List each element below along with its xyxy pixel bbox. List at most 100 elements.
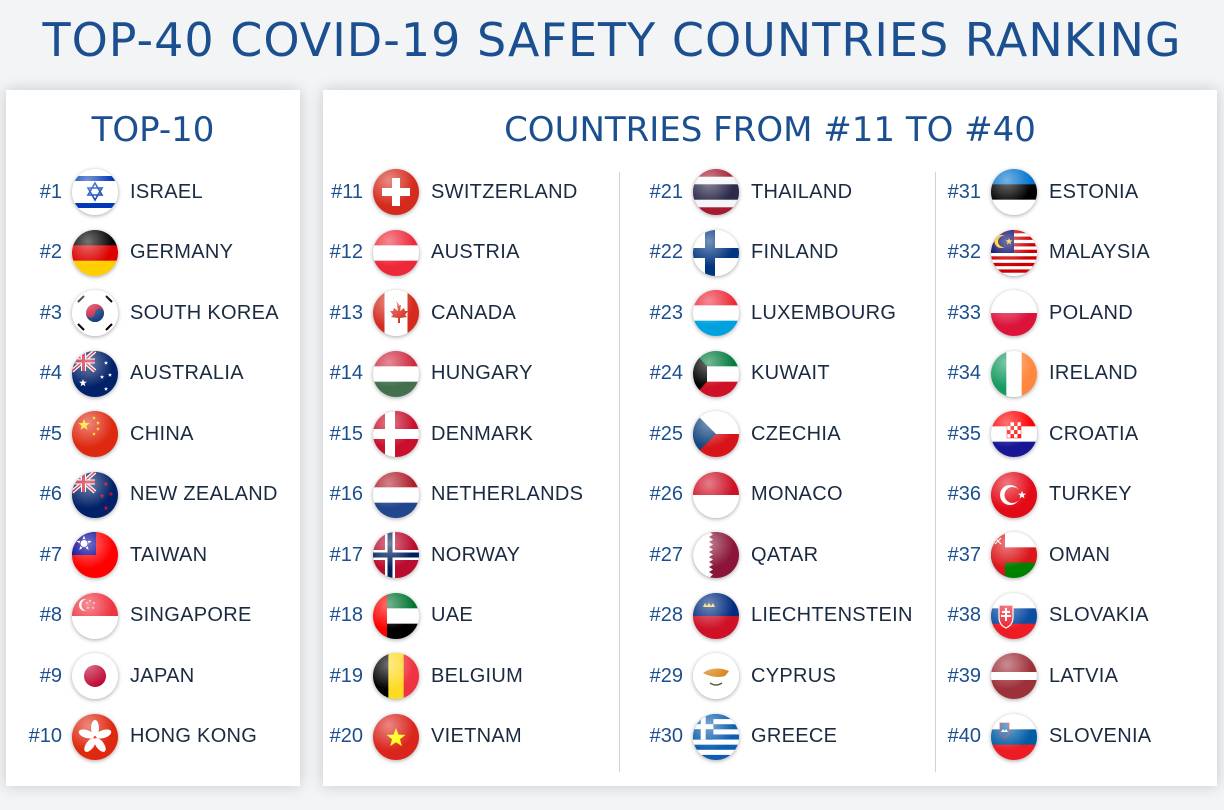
rank-label: #26 xyxy=(649,483,683,505)
column-divider xyxy=(935,172,936,772)
norway-flag-icon xyxy=(373,532,419,578)
rank-label: #25 xyxy=(649,422,683,445)
country-row: #11 SWITZERLAND xyxy=(329,168,578,216)
country-name: CZECHIA xyxy=(751,422,841,445)
greece-flag-icon xyxy=(693,713,739,760)
country-name: POLAND xyxy=(1049,301,1134,324)
rank-label: #30 xyxy=(649,725,683,747)
country-name: HUNGARY xyxy=(431,362,533,384)
country-row: #20 VIETNAM xyxy=(329,713,522,761)
rank-label: #38 xyxy=(947,604,981,626)
country-name: GREECE xyxy=(751,725,838,747)
turkey-flag-icon xyxy=(991,471,1037,518)
rank-label: #22 xyxy=(649,241,683,263)
monaco-flag-icon xyxy=(693,471,739,518)
country-name: CANADA xyxy=(431,301,517,324)
canada-flag-icon xyxy=(373,290,419,336)
country-row: #37 OMAN xyxy=(947,531,1110,579)
taiwan-flag-icon xyxy=(72,532,118,578)
malaysia-flag-icon xyxy=(991,229,1037,276)
latvia-flag-icon xyxy=(991,653,1037,699)
country-name: TAIWAN xyxy=(130,543,208,566)
country-row: #2 GERMANY xyxy=(28,229,233,277)
uae-flag-icon xyxy=(373,592,419,639)
kuwait-flag-icon xyxy=(693,350,739,397)
switzerland-flag-icon xyxy=(373,169,419,215)
country-row: #1 ISRAEL xyxy=(28,168,203,216)
poland-flag-icon xyxy=(991,290,1037,336)
rank-label: #18 xyxy=(329,604,363,626)
country-row: #25 CZECHIA xyxy=(649,410,841,458)
country-row: #31 ESTONIA xyxy=(947,168,1139,216)
rank-label: #7 xyxy=(39,543,62,566)
country-row: #27 QATAR xyxy=(649,531,818,579)
country-row: #40 SLOVENIA xyxy=(947,713,1151,761)
rank-label: #29 xyxy=(649,664,683,687)
country-row: #6 NEW ZEALAND xyxy=(28,471,278,519)
rank-label: #39 xyxy=(947,664,981,687)
czechia-flag-icon xyxy=(693,411,739,457)
country-name: CROATIA xyxy=(1049,422,1139,445)
country-row: #32 MALAYSIA xyxy=(947,229,1150,277)
country-name: VIETNAM xyxy=(431,725,522,747)
country-name: CHINA xyxy=(130,422,194,445)
country-name: LATVIA xyxy=(1049,664,1119,687)
rank-label: #24 xyxy=(649,362,683,384)
rank-label: #31 xyxy=(947,180,981,203)
finland-flag-icon xyxy=(693,229,739,276)
country-row: #10 HONG KONG xyxy=(28,713,257,761)
rank-label: #28 xyxy=(649,604,683,626)
country-row: #12 AUSTRIA xyxy=(329,229,520,277)
ireland-flag-icon xyxy=(991,350,1037,397)
thailand-flag-icon xyxy=(693,169,739,215)
rank-label: #4 xyxy=(39,362,62,384)
country-row: #33 POLAND xyxy=(947,289,1133,337)
country-name: IRELAND xyxy=(1049,362,1138,384)
top10-panel: TOP-10 #1 ISRAEL #2 GERMANY #3 SOUTH KOREA #4 A… xyxy=(6,90,300,786)
rank-label: #15 xyxy=(329,422,363,445)
country-name: UAE xyxy=(431,604,474,626)
page-title: TOP-40 COVID-19 SAFETY COUNTRIES RANKING xyxy=(42,13,1182,67)
israel-flag-icon xyxy=(72,169,118,215)
rank-label: #40 xyxy=(947,725,981,747)
singapore-flag-icon xyxy=(72,592,118,639)
rank-label: #6 xyxy=(39,483,62,505)
country-row: #39 LATVIA xyxy=(947,652,1118,700)
croatia-flag-icon xyxy=(991,411,1037,457)
country-row: #38 SLOVAKIA xyxy=(947,592,1149,640)
country-row: #30 GREECE xyxy=(649,713,837,761)
country-row: #4 AUSTRALIA xyxy=(28,350,244,398)
rank-label: #16 xyxy=(329,483,363,505)
country-row: #17 NORWAY xyxy=(329,531,520,579)
country-name: AUSTRALIA xyxy=(130,362,244,384)
country-row: #7 TAIWAN xyxy=(28,531,207,579)
rank-label: #23 xyxy=(649,301,683,324)
rest-panel: COUNTRIES FROM #11 TO #40 #11 SWITZERLAND… xyxy=(323,90,1217,786)
country-row: #5 CHINA xyxy=(28,410,194,458)
country-row: #21 THAILAND xyxy=(649,168,852,216)
country-name: NEW ZEALAND xyxy=(130,483,278,505)
rank-label: #12 xyxy=(329,241,363,263)
country-name: LUXEMBOURG xyxy=(751,301,897,324)
rank-label: #37 xyxy=(947,543,981,566)
country-name: ESTONIA xyxy=(1049,180,1139,203)
country-row: #18 UAE xyxy=(329,592,473,640)
rank-label: #36 xyxy=(947,483,981,505)
rank-label: #2 xyxy=(39,241,62,263)
cyprus-flag-icon xyxy=(693,653,739,699)
rank-label: #20 xyxy=(329,725,363,747)
qatar-flag-icon xyxy=(693,532,739,578)
australia-flag-icon xyxy=(72,350,118,397)
rank-label: #21 xyxy=(649,180,683,203)
netherlands-flag-icon xyxy=(373,471,419,518)
country-row: #22 FINLAND xyxy=(649,229,839,277)
austria-flag-icon xyxy=(373,229,419,276)
rank-label: #11 xyxy=(331,180,363,203)
country-row: #15 DENMARK xyxy=(329,410,533,458)
vietnam-flag-icon xyxy=(373,713,419,760)
rank-label: #33 xyxy=(947,301,981,324)
country-row: #34 IRELAND xyxy=(947,350,1138,398)
country-name: MALAYSIA xyxy=(1049,241,1150,263)
country-row: #28 LIECHTENSTEIN xyxy=(649,592,913,640)
germany-flag-icon xyxy=(72,229,118,276)
